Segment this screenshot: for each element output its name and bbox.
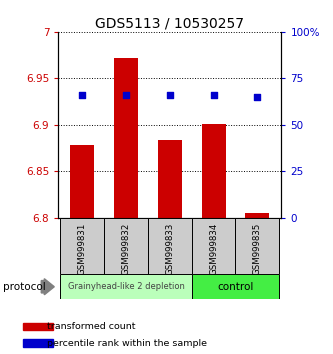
Text: GSM999835: GSM999835 xyxy=(253,222,262,275)
Bar xyxy=(148,218,192,274)
Bar xyxy=(23,339,53,347)
Text: control: control xyxy=(217,282,254,292)
Bar xyxy=(192,274,279,299)
Text: GSM999832: GSM999832 xyxy=(122,222,131,275)
Bar xyxy=(70,145,94,218)
Text: percentile rank within the sample: percentile rank within the sample xyxy=(47,338,207,348)
Text: GSM999833: GSM999833 xyxy=(165,222,174,275)
Bar xyxy=(245,213,269,218)
Point xyxy=(255,94,260,100)
Point xyxy=(124,92,129,98)
Text: protocol: protocol xyxy=(3,282,46,292)
Point xyxy=(80,92,85,98)
Bar xyxy=(192,218,235,274)
Text: transformed count: transformed count xyxy=(47,322,136,331)
Point xyxy=(211,92,216,98)
Bar xyxy=(158,140,182,218)
FancyArrow shape xyxy=(41,279,54,295)
Title: GDS5113 / 10530257: GDS5113 / 10530257 xyxy=(95,17,244,31)
Bar xyxy=(235,218,279,274)
Bar xyxy=(61,274,192,299)
Text: Grainyhead-like 2 depletion: Grainyhead-like 2 depletion xyxy=(68,282,184,291)
Bar xyxy=(61,218,104,274)
Bar xyxy=(201,124,226,218)
Bar xyxy=(23,323,53,330)
Bar xyxy=(114,58,138,218)
Point xyxy=(167,92,172,98)
Text: GSM999831: GSM999831 xyxy=(78,222,87,275)
Bar xyxy=(104,218,148,274)
Text: GSM999834: GSM999834 xyxy=(209,222,218,275)
